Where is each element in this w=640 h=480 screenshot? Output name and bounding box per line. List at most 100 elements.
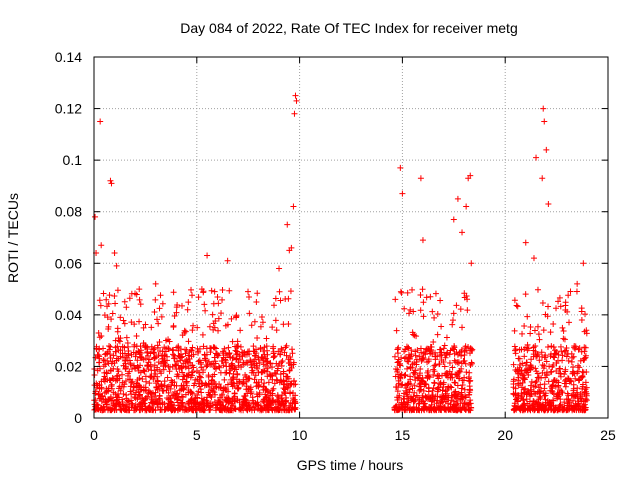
data-point <box>272 371 279 378</box>
data-point <box>251 318 258 325</box>
data-point <box>435 386 442 393</box>
data-point <box>548 387 555 394</box>
data-point <box>122 365 129 372</box>
data-point <box>108 180 115 187</box>
data-point <box>233 376 240 383</box>
data-point <box>253 350 260 357</box>
data-point <box>290 359 297 366</box>
data-point <box>143 407 150 414</box>
data-point <box>425 373 432 380</box>
data-point <box>160 387 167 394</box>
data-point <box>411 398 418 405</box>
data-point <box>185 372 192 379</box>
data-point <box>151 308 158 315</box>
data-point <box>557 303 564 310</box>
data-point <box>233 348 240 355</box>
data-point <box>182 404 189 411</box>
data-point <box>521 353 528 360</box>
data-point <box>515 355 522 362</box>
data-point <box>171 395 178 402</box>
data-point <box>547 400 554 407</box>
data-point <box>253 362 260 369</box>
data-point <box>100 357 107 364</box>
data-point <box>198 389 205 396</box>
data-point <box>452 391 459 398</box>
data-point <box>562 377 569 384</box>
data-point <box>116 401 123 408</box>
data-point <box>210 320 217 327</box>
data-point <box>250 369 257 376</box>
data-point <box>250 343 257 350</box>
data-point <box>450 310 457 317</box>
data-point <box>440 379 447 386</box>
data-point <box>240 380 247 387</box>
data-point <box>545 303 552 310</box>
data-point <box>514 397 521 404</box>
data-point <box>289 346 296 353</box>
data-point <box>272 317 279 324</box>
data-point <box>270 354 277 361</box>
data-point <box>121 320 128 327</box>
data-point <box>160 358 167 365</box>
data-point <box>192 376 199 383</box>
data-point <box>420 403 427 410</box>
data-point <box>398 399 405 406</box>
data-point <box>261 344 268 351</box>
data-point <box>166 368 173 375</box>
data-point <box>429 308 436 315</box>
data-point <box>245 385 252 392</box>
data-point <box>190 364 197 371</box>
data-point <box>416 372 423 379</box>
data-point <box>197 374 204 381</box>
data-point <box>562 299 569 306</box>
data-point <box>156 395 163 402</box>
data-point <box>229 396 236 403</box>
data-point <box>575 406 582 413</box>
data-point <box>227 354 234 361</box>
data-point <box>167 385 174 392</box>
data-point <box>434 310 441 317</box>
data-point <box>179 363 186 370</box>
data-point <box>140 397 147 404</box>
data-point <box>144 349 151 356</box>
data-point <box>511 407 518 414</box>
data-point <box>142 386 149 393</box>
data-point <box>276 265 283 272</box>
data-point <box>431 403 438 410</box>
data-point <box>539 353 546 360</box>
data-point <box>405 351 412 358</box>
data-point <box>156 339 163 346</box>
data-point <box>391 406 398 413</box>
data-point <box>417 386 424 393</box>
data-point <box>431 362 438 369</box>
data-point <box>442 398 449 405</box>
data-point <box>201 407 208 414</box>
data-point <box>105 396 112 403</box>
data-point <box>258 376 265 383</box>
data-point <box>265 398 272 405</box>
data-point <box>454 382 461 389</box>
data-point <box>218 392 225 399</box>
data-point <box>431 368 438 375</box>
data-point <box>560 327 567 334</box>
data-point <box>92 390 99 397</box>
data-point <box>151 355 158 362</box>
data-point <box>274 405 281 412</box>
data-point <box>113 394 120 401</box>
data-point <box>286 367 293 374</box>
data-point <box>247 390 254 397</box>
data-point <box>195 294 202 301</box>
data-point <box>101 312 108 319</box>
data-point <box>103 401 110 408</box>
data-point <box>137 343 144 350</box>
data-point <box>467 345 474 352</box>
data-point <box>542 396 549 403</box>
data-point <box>440 345 447 352</box>
data-point <box>454 195 461 202</box>
data-point <box>221 345 228 352</box>
data-point <box>219 287 226 294</box>
data-point <box>530 344 537 351</box>
data-point <box>395 356 402 363</box>
data-point <box>405 310 412 317</box>
data-point <box>188 286 195 293</box>
